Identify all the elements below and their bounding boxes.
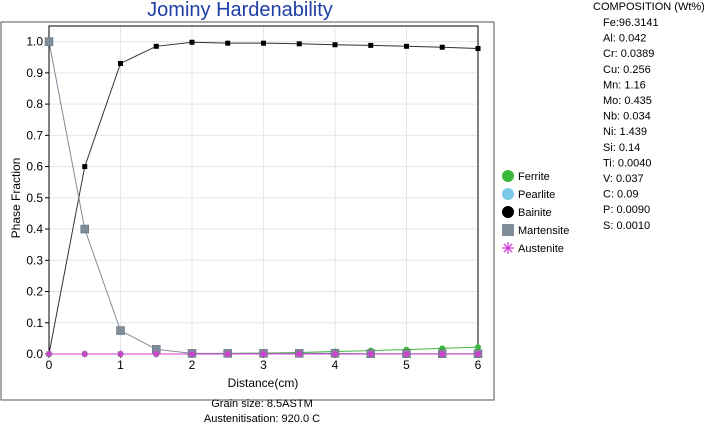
composition-item: Fe:96.3141	[603, 17, 659, 29]
legend-ferrite-label: Ferrite	[518, 171, 550, 183]
austenite-point	[117, 350, 124, 358]
composition-item: Ni: 1.439	[603, 126, 647, 138]
composition-item: Mn: 1.16	[603, 79, 646, 91]
y-tick-label: 0.3	[26, 253, 43, 267]
y-tick-label: 0.7	[26, 128, 43, 142]
legend-austenite-label: Austenite	[518, 243, 564, 255]
composition-item: V: 0.037	[603, 173, 644, 185]
composition-item: P: 0.0090	[603, 204, 650, 216]
y-tick-label: 0.9	[26, 66, 43, 80]
legend-pearlite-marker	[502, 188, 514, 200]
bainite-point	[404, 43, 409, 49]
x-tick-label: 1	[117, 358, 124, 372]
bainite-point	[261, 40, 266, 46]
legend-bainite-label: Bainite	[518, 207, 552, 219]
austenite-point	[438, 350, 446, 358]
legend-bainite-marker	[502, 206, 514, 218]
chart-title: Jominy Hardenability	[147, 0, 333, 21]
y-tick-label: 0.5	[26, 191, 43, 205]
legend-pearlite-label: Pearlite	[518, 189, 555, 201]
composition-item: Nb: 0.034	[603, 111, 651, 123]
austenite-point	[331, 350, 339, 358]
y-tick-label: 0.1	[26, 316, 43, 330]
austenite-point	[188, 350, 196, 358]
x-axis-label: Distance(cm)	[228, 376, 299, 390]
x-tick-label: 2	[189, 358, 196, 372]
composition-item: S: 0.0010	[603, 220, 650, 232]
x-tick-label: 4	[332, 358, 339, 372]
bainite-point	[332, 42, 338, 48]
x-tick-label: 6	[475, 358, 482, 372]
austenite-point	[81, 350, 89, 358]
bainite-point	[296, 41, 302, 47]
martensite-point	[44, 37, 54, 46]
martensite-point	[80, 224, 89, 234]
bainite-point	[475, 45, 481, 51]
bainite-point	[82, 164, 88, 170]
composition-item: Mo: 0.435	[603, 95, 652, 107]
y-axis-label: Phase Fraction	[9, 158, 23, 239]
ferrite-point	[475, 344, 481, 351]
composition-item: C: 0.09	[603, 189, 638, 201]
austenite-point	[367, 350, 375, 358]
austenite-point	[260, 350, 267, 358]
austenite-point	[224, 350, 232, 358]
y-tick-label: 0.0	[26, 347, 43, 361]
austenite-point	[474, 350, 482, 358]
y-tick-label: 0.8	[26, 97, 43, 111]
chart-frame	[0, 21, 495, 401]
austenitisation-label: Austenitisation: 920.0 C	[204, 413, 320, 425]
composition-item: Cr: 0.0389	[603, 48, 654, 60]
y-tick-label: 0.2	[26, 285, 43, 299]
x-tick-label: 0	[46, 358, 53, 372]
composition-item: Cu: 0.256	[603, 64, 651, 76]
legend-ferrite-marker	[502, 170, 514, 182]
composition-panel: COMPOSITION (Wt%) Fe:96.3141 Al: 0.042 Cr:…	[593, 1, 705, 232]
austenite-point	[295, 350, 303, 358]
y-tick-label: 1.0	[26, 35, 43, 49]
y-tick-label: 0.6	[26, 160, 43, 174]
x-tick-label: 5	[403, 358, 410, 372]
austenite-point	[403, 350, 410, 358]
legend-austenite-marker	[502, 242, 514, 254]
bainite-point	[118, 60, 123, 66]
austenite-point	[45, 350, 53, 358]
legend-martensite-label: Martensite	[518, 225, 569, 237]
bainite-point	[153, 43, 159, 49]
x-tick-label: 3	[260, 358, 267, 372]
bainite-point	[189, 39, 195, 45]
y-tick-label: 0.4	[26, 222, 43, 236]
composition-item: Ti: 0.0040	[603, 157, 652, 169]
bainite-point	[225, 40, 231, 46]
austenite-point	[152, 350, 160, 358]
legend: Ferrite Pearlite Bainite Martensite Austenit…	[502, 170, 569, 255]
bainite-point	[439, 44, 445, 50]
composition-heading: COMPOSITION (Wt%)	[593, 1, 705, 13]
martensite-point	[116, 326, 125, 335]
legend-martensite-marker	[502, 224, 514, 236]
grain-size-label: Grain size: 8.5ASTM	[211, 398, 312, 410]
composition-item: Al: 0.042	[603, 33, 646, 45]
composition-item: Si: 0.14	[603, 142, 640, 154]
bainite-point	[368, 42, 374, 48]
